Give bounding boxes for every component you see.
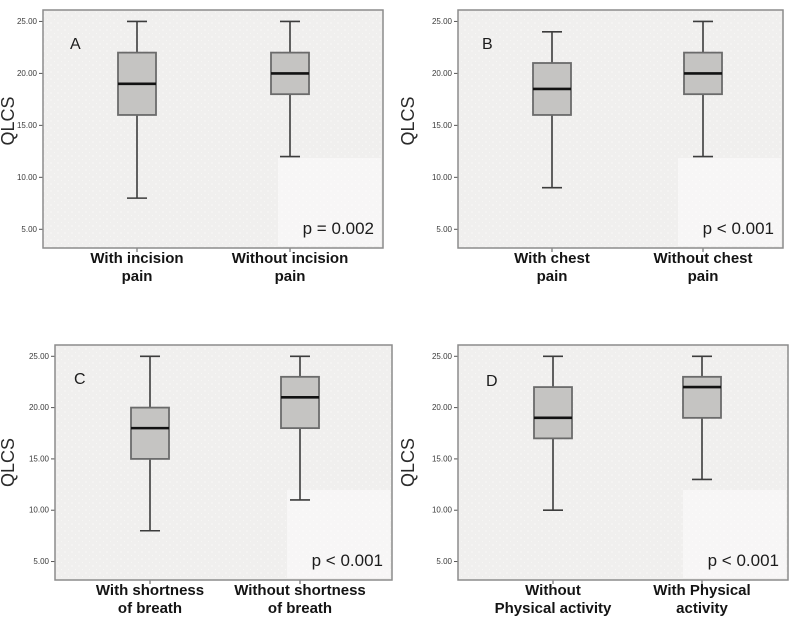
p-value-backdrop	[678, 158, 781, 246]
y-tick-label: 5.00	[33, 557, 49, 566]
box	[280, 375, 320, 430]
box	[682, 375, 722, 419]
y-tick-label: 15.00	[432, 454, 453, 463]
p-value-label: p < 0.001	[312, 551, 383, 570]
y-tick-label: 25.00	[17, 17, 38, 26]
p-value-backdrop	[683, 490, 786, 578]
panel-letter: A	[70, 36, 81, 53]
y-tick-label: 15.00	[17, 121, 38, 130]
p-value-backdrop	[287, 490, 390, 578]
category-label: Physical activity	[495, 600, 612, 617]
category-label: of breath	[268, 600, 332, 617]
y-axis-title: QLCS	[400, 96, 418, 145]
category-label: activity	[676, 600, 728, 617]
plot-frame	[457, 9, 784, 249]
y-tick-label: 20.00	[17, 69, 38, 78]
y-tick-label: 20.00	[29, 403, 50, 412]
y-tick-label: 10.00	[432, 506, 453, 515]
panel-b: 5.00 10.00 15.00 20.00 25.00 With chest pain Wi…	[400, 0, 800, 312]
plot-area	[55, 345, 392, 580]
category-label: Without chest	[653, 250, 752, 267]
panel-letter: C	[74, 371, 86, 388]
y-axis-title: QLCS	[0, 96, 18, 145]
p-value-label: p = 0.002	[303, 219, 374, 238]
y-axis-title: QLCS	[0, 438, 18, 487]
y-axis-title: QLCS	[400, 438, 418, 487]
plot-frame	[54, 344, 393, 581]
panel-a: 5.00 10.00 15.00 20.00 25.00 With incision pai…	[0, 0, 400, 312]
box	[130, 406, 170, 460]
y-tick-label: 5.00	[436, 225, 452, 234]
plot-frame	[42, 9, 384, 249]
panel-d: 5.00 10.00 15.00 20.00 25.00 Without Physical …	[400, 312, 800, 624]
y-tick-label: 20.00	[432, 69, 453, 78]
y-tick-label: 5.00	[436, 557, 452, 566]
category-label: pain	[688, 268, 719, 285]
plot-area	[458, 10, 783, 248]
panel-c: 5.00 10.00 15.00 20.00 25.00 With shortness of…	[0, 312, 400, 624]
category-label: of breath	[118, 600, 182, 617]
p-value-label: p < 0.001	[703, 219, 774, 238]
category-label: pain	[537, 268, 568, 285]
y-tick-label: 25.00	[432, 17, 453, 26]
category-label: Without	[525, 582, 581, 599]
y-tick-label: 20.00	[432, 403, 453, 412]
category-label: With chest	[514, 250, 590, 267]
category-label: With shortness	[96, 582, 204, 599]
y-tick-label: 25.00	[432, 352, 453, 361]
y-tick-label: 15.00	[29, 454, 50, 463]
y-tick-label: 5.00	[21, 225, 37, 234]
category-label: With incision	[90, 250, 183, 267]
panel-letter: B	[482, 36, 493, 53]
plot-area	[458, 345, 788, 580]
plot-frame	[457, 344, 789, 581]
plot-area	[43, 10, 383, 248]
y-tick-label: 15.00	[432, 121, 453, 130]
category-label: pain	[275, 268, 306, 285]
category-label: Without incision	[232, 250, 349, 267]
y-tick-label: 10.00	[17, 173, 38, 182]
panel-letter: D	[486, 373, 498, 390]
category-label: pain	[122, 268, 153, 285]
y-tick-label: 25.00	[29, 352, 50, 361]
category-label: With Physical	[653, 582, 750, 599]
p-value-backdrop	[278, 158, 381, 246]
box	[533, 386, 573, 440]
category-label: Without shortness	[234, 582, 366, 599]
y-tick-label: 10.00	[29, 506, 50, 515]
y-tick-label: 10.00	[432, 173, 453, 182]
p-value-label: p < 0.001	[708, 551, 779, 570]
panel-d-chart: 5.00 10.00 15.00 20.00 25.00 WithoutPhysical …	[400, 344, 789, 617]
